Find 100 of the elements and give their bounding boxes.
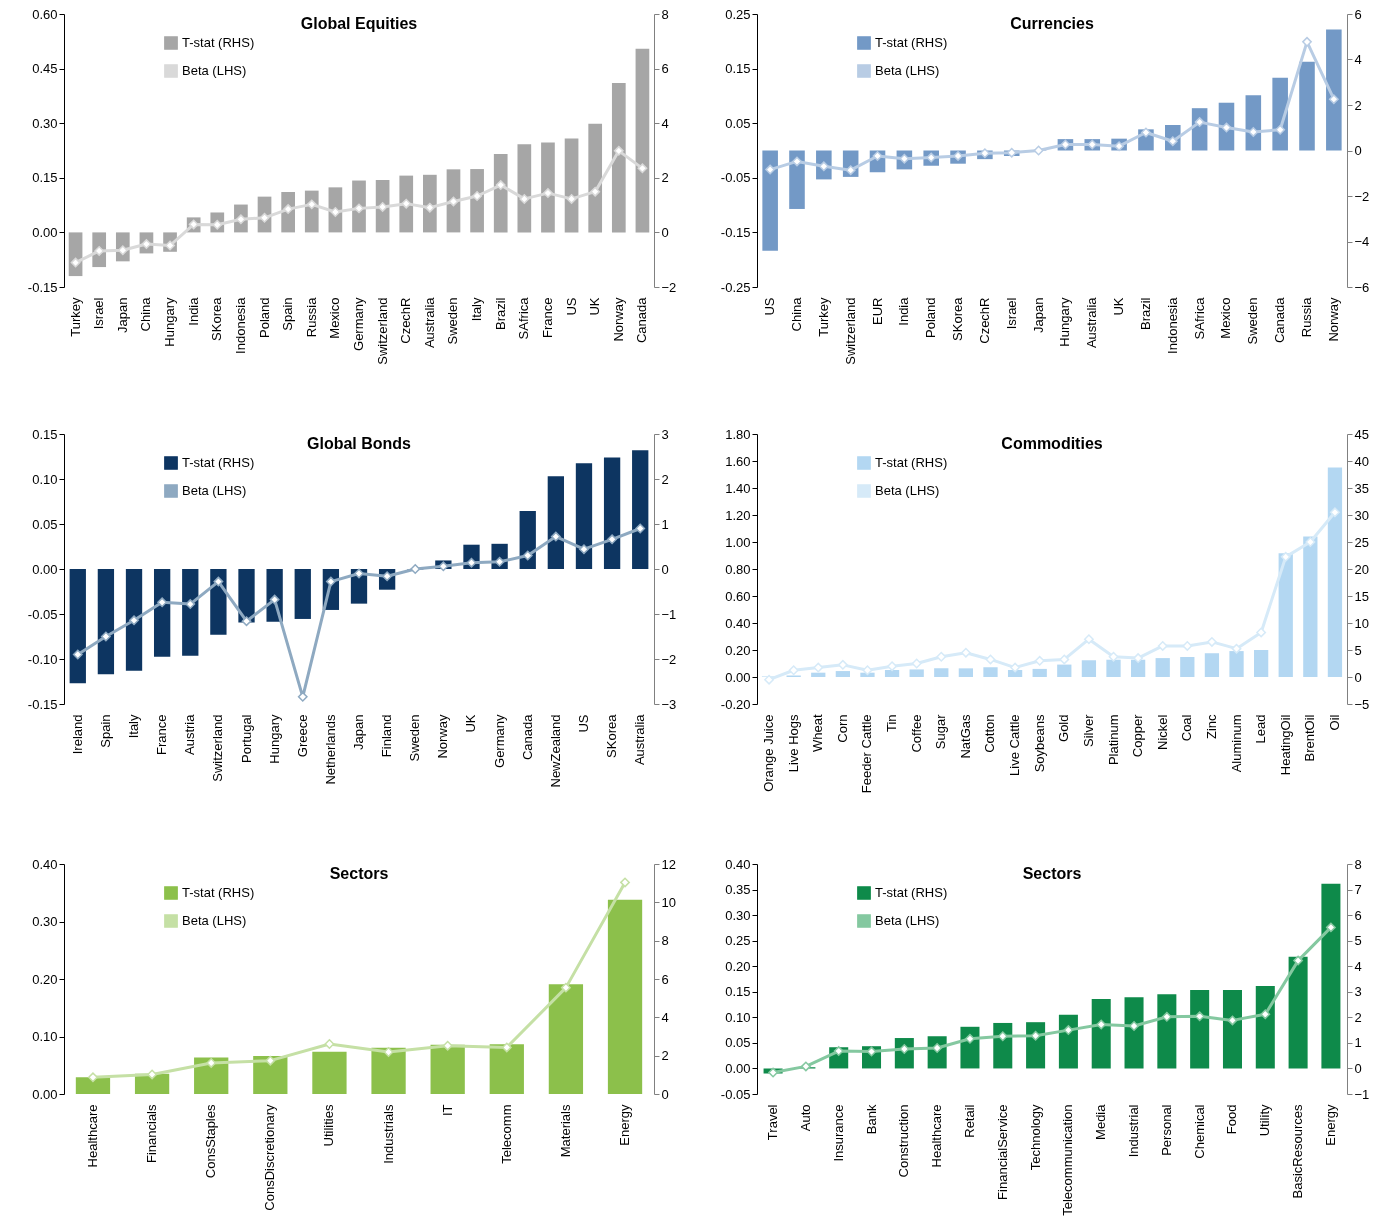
point: [401, 198, 412, 209]
chart-title: Global Bonds: [307, 435, 412, 452]
y-tick-label: 0.15: [725, 61, 751, 77]
point: [997, 1031, 1008, 1042]
y2-tick-label: 2: [1354, 97, 1362, 113]
y2-tick-label: −2: [661, 651, 677, 667]
x-tick-label: Retail: [961, 1104, 977, 1138]
point: [613, 145, 624, 156]
y-tick-label: 0.15: [32, 170, 58, 186]
point: [72, 649, 83, 660]
y2-tick-label: 12: [661, 856, 676, 872]
x-tick-label: Bank: [863, 1104, 879, 1135]
x-tick-label: Israel: [91, 297, 107, 330]
point: [1328, 94, 1339, 105]
x-tick-label: Silver: [1080, 713, 1096, 748]
y2-tick-label: 45: [1354, 426, 1369, 442]
point: [1227, 1015, 1238, 1026]
y-tick-label: 0.20: [725, 958, 751, 974]
x-tick-label: Energy: [1322, 1104, 1338, 1146]
bar: [1288, 956, 1308, 1069]
bar: [1204, 653, 1220, 677]
point: [1161, 1011, 1172, 1022]
point: [965, 1033, 975, 1044]
bar: [446, 169, 461, 233]
x-tick-label: Hungary: [162, 297, 178, 347]
x-tick-label: Platinum: [1105, 714, 1121, 766]
y2-tick-label: 6: [661, 61, 669, 77]
x-tick-label: Germany: [491, 714, 507, 768]
legend-label: T-stat (RHS): [875, 35, 948, 50]
x-tick-label: Greece: [294, 714, 310, 758]
point: [1182, 641, 1193, 651]
y2-tick-label: 4: [1354, 52, 1362, 67]
x-tick-label: Live Hogs: [785, 714, 801, 773]
x-tick-label: Russia: [303, 296, 319, 338]
point: [1033, 145, 1044, 156]
y2-tick-label: −1: [661, 606, 677, 622]
y-tick-label: 0.35: [725, 882, 751, 898]
legend-label: T-stat (RHS): [875, 885, 948, 900]
x-tick-label: Poland: [923, 297, 939, 338]
y2-tick-label: 30: [1354, 507, 1369, 523]
x-tick-label: CzechR: [398, 297, 414, 344]
y2-tick-label: 35: [1354, 480, 1369, 496]
bar: [489, 1044, 524, 1094]
y2-tick-label: 4: [1354, 958, 1362, 974]
y-tick-label: 0.40: [725, 856, 751, 872]
legend-label: T-stat (RHS): [182, 885, 255, 900]
x-tick-label: Lead: [1253, 714, 1269, 744]
bar: [575, 463, 593, 569]
point: [1010, 662, 1021, 673]
point: [442, 1040, 453, 1051]
bar: [1303, 536, 1318, 677]
x-tick-label: Energy: [617, 1104, 633, 1146]
bar: [1190, 989, 1210, 1069]
point: [466, 557, 477, 568]
bar: [934, 668, 949, 677]
bar: [884, 669, 900, 677]
y2-tick-label: 0: [1354, 669, 1362, 685]
chart-title: Global Equities: [300, 15, 418, 32]
bar: [371, 1047, 406, 1094]
point: [1305, 537, 1316, 547]
x-tick-label: Coal: [1179, 714, 1195, 742]
x-tick-label: Sugar: [933, 713, 949, 750]
bar: [75, 1077, 111, 1094]
point: [495, 180, 506, 191]
y-tick-label: -0.15: [27, 696, 58, 712]
chart-title: Sectors: [1022, 865, 1082, 882]
x-tick-label: Canada: [1272, 296, 1288, 344]
point: [306, 199, 317, 210]
bar: [1081, 660, 1097, 677]
y2-tick-label: −2: [661, 279, 677, 295]
x-tick-label: IT: [439, 1104, 455, 1117]
x-tick-label: ConsStaples: [203, 1104, 219, 1179]
y2-tick-label: −2: [1354, 188, 1370, 204]
point: [1141, 127, 1151, 138]
x-tick-label: Telecomm: [498, 1104, 514, 1164]
bar: [835, 671, 850, 677]
bar: [958, 668, 974, 677]
y-tick-label: 1.00: [725, 534, 751, 550]
bar: [1130, 659, 1146, 677]
x-tick-label: Turkey: [67, 297, 83, 337]
chart-title: Currencies: [1010, 15, 1094, 32]
x-tick-label: Norway: [610, 297, 626, 342]
bar: [1032, 668, 1047, 677]
bar: [69, 569, 86, 684]
x-tick-label: Norway: [435, 714, 451, 759]
y-tick-label: 1.60: [725, 453, 751, 469]
x-tick-label: Austria: [182, 713, 198, 755]
legend-label: Beta (LHS): [182, 913, 247, 928]
y-tick-label: 0.00: [32, 1086, 58, 1102]
y2-tick-label: −4: [1354, 234, 1370, 249]
x-tick-label: Japan: [1030, 297, 1046, 333]
y2-tick-label: 25: [1354, 534, 1369, 550]
x-tick-label: Chemical: [1191, 1104, 1207, 1159]
x-tick-label: SKorea: [604, 713, 620, 758]
point: [579, 544, 589, 555]
x-tick-label: Telecommunication: [1060, 1104, 1076, 1216]
chart-title: Commodities: [1001, 435, 1103, 452]
chart-title: Sectors: [329, 865, 389, 882]
point: [985, 654, 996, 665]
bar: [519, 510, 536, 569]
